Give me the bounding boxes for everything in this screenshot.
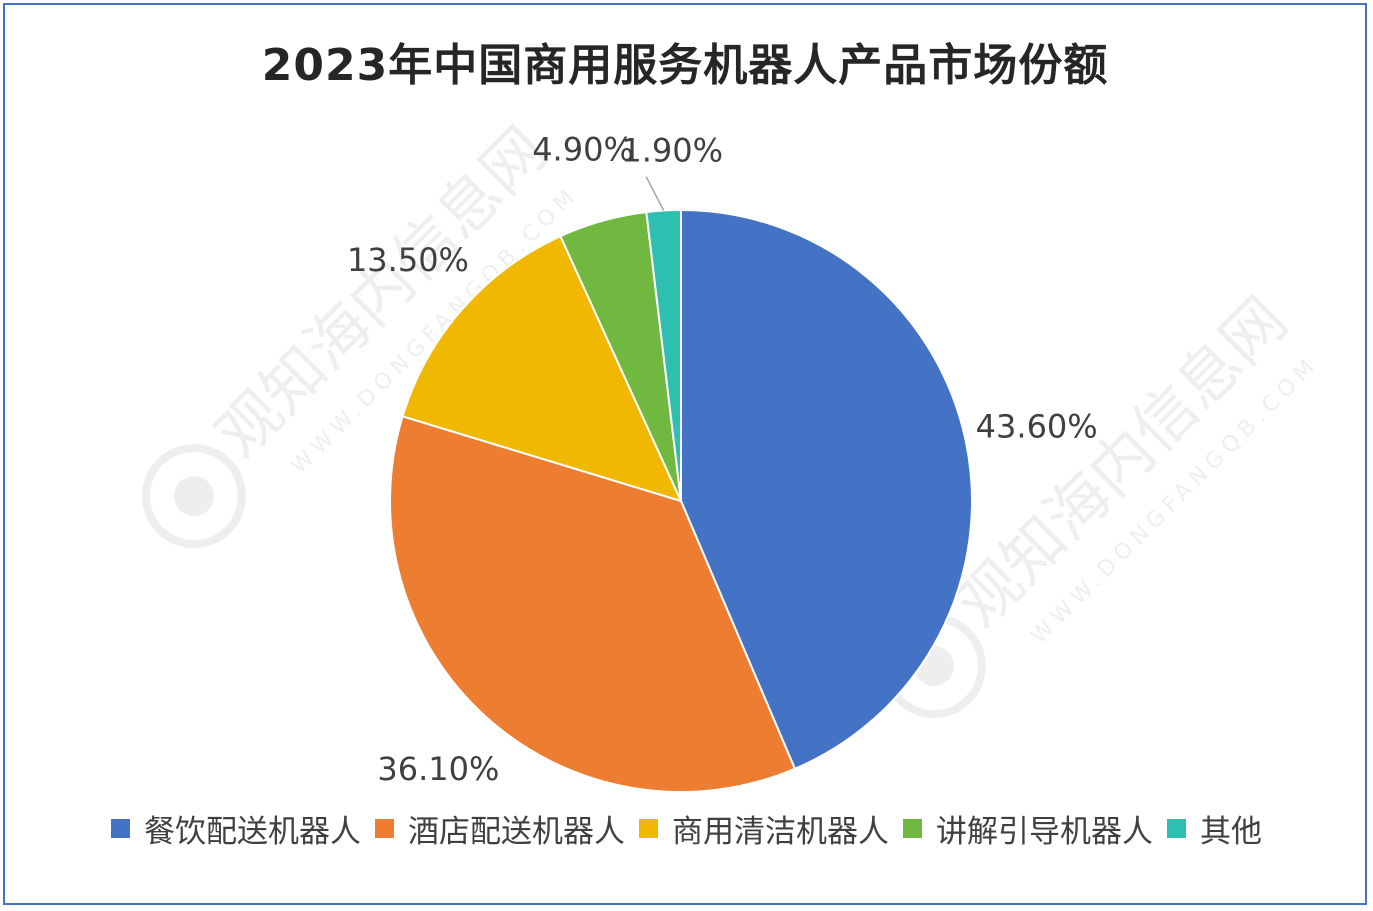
pie-slice	[401, 234, 683, 503]
legend-item: 讲解引导机器人	[903, 806, 1153, 851]
legend-item: 商用清洁机器人	[639, 806, 889, 851]
legend-label: 讲解引导机器人	[936, 814, 1153, 850]
legend-swatch	[375, 819, 394, 838]
legend-label: 商用清洁机器人	[672, 814, 889, 850]
watermark-name: 观知海内信息网	[942, 283, 1301, 642]
chart-title: 2023年中国商用服务机器人产品市场份额	[261, 40, 1109, 91]
legend-swatch	[1167, 819, 1186, 838]
data-label: 43.60%	[976, 408, 1098, 446]
legend-label: 酒店配送机器人	[408, 814, 625, 850]
legend-swatch	[111, 819, 130, 838]
legend-item: 酒店配送机器人	[375, 806, 625, 851]
legend-swatch	[639, 819, 658, 838]
legend-item: 其他	[1167, 806, 1262, 851]
pie-slice	[680, 208, 973, 771]
legend-swatch	[903, 819, 922, 838]
data-label: 1.90%	[621, 132, 723, 170]
pie-slices	[389, 208, 973, 793]
watermark-logo-eye	[173, 476, 214, 517]
data-label: 4.90%	[532, 130, 634, 168]
legend-label: 餐饮配送机器人	[144, 814, 361, 850]
data-label: 36.10%	[377, 750, 499, 788]
pie-labels: 43.60% 36.10% 13.50% 4.90%1.90%	[347, 130, 1098, 788]
legend-item: 餐饮配送机器人	[111, 806, 361, 851]
watermark-logo-icon	[141, 444, 246, 549]
chart-legend: 餐饮配送机器人 酒店配送机器人 商用清洁机器人 讲解引导机器人 其他	[0, 806, 1373, 851]
pie-slice	[389, 415, 797, 793]
legend-label: 其他	[1200, 814, 1262, 850]
data-label: 13.50%	[347, 241, 469, 279]
leader-line	[645, 176, 665, 211]
